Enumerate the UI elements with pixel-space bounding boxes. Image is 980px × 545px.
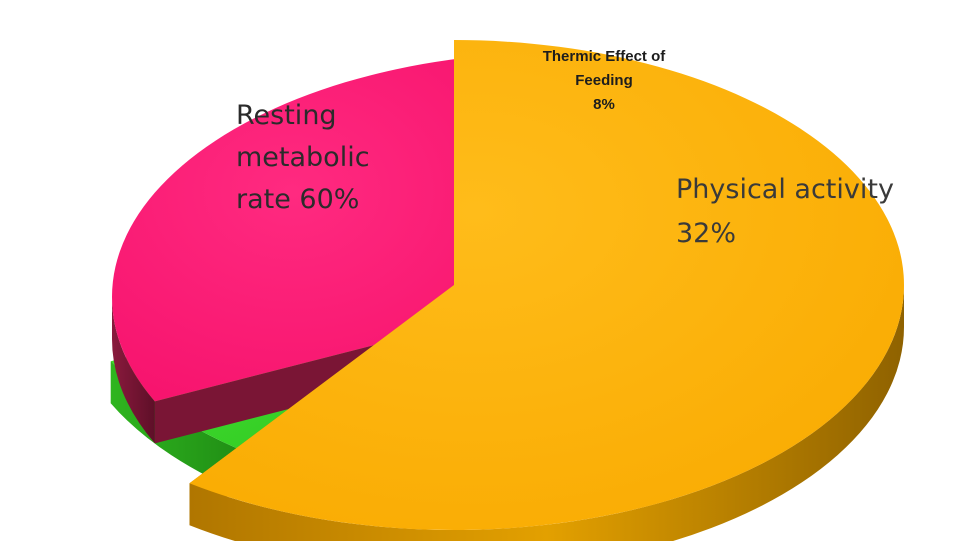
pie-slice-0-label-line-1: metabolic <box>236 142 370 173</box>
pie-slice-0-label-line-0: Resting <box>236 100 337 131</box>
pie-slice-2-label-line-0: Physical activity <box>676 174 894 205</box>
pie-slice-1-label: Thermic Effect of Feeding 8% <box>543 48 667 113</box>
pie-slice-2-label-line-1: 32% <box>676 218 736 249</box>
pie-slice-0-rim <box>189 285 904 545</box>
pie-slice-1-label-line-1: Feeding <box>575 72 633 89</box>
pie-slice-1-label-line-0: Thermic Effect of <box>543 48 667 65</box>
pie-slice-0-label-line-2: rate 60% <box>236 184 359 215</box>
pie-slice-0-label: Resting metabolic rate 60% <box>236 100 370 215</box>
pie-slice-0 <box>189 40 905 545</box>
pie-slice-1-label-line-2: 8% <box>593 96 615 113</box>
pie-slice-0-top <box>189 40 905 530</box>
pie-slice-2-label: Physical activity 32% <box>676 174 894 249</box>
pie-slice-2-rim <box>112 297 155 444</box>
